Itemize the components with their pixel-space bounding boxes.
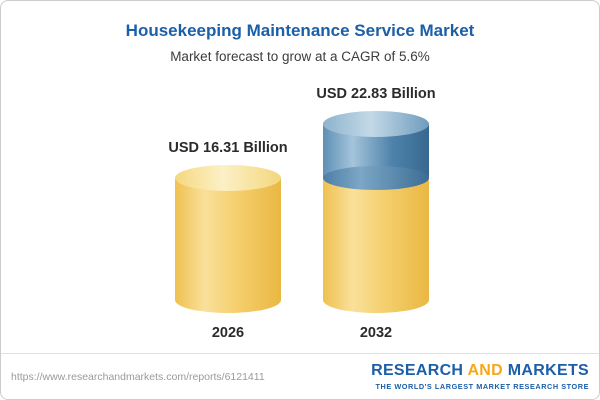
value-label-2032: USD 22.83 Billion xyxy=(316,86,436,102)
report-url: https://www.researchandmarkets.com/repor… xyxy=(11,370,265,383)
x-tick-2026: 2026 xyxy=(211,325,245,341)
logo-word-research: RESEARCH xyxy=(371,362,464,380)
cylinder-2032 xyxy=(323,111,429,313)
x-tick-2032: 2032 xyxy=(359,325,393,341)
logo-word-markets: MARKETS xyxy=(507,362,589,380)
bar-group-2032: USD 22.83 Billion 2032 xyxy=(301,86,451,341)
chart-subtitle: Market forecast to grow at a CAGR of 5.6… xyxy=(170,49,430,64)
cylinder-bar-chart: USD 16.31 Billion 2026 USD 22.83 Billion… xyxy=(1,79,599,341)
logo-wordmark: RESEARCH AND MARKETS xyxy=(371,362,589,380)
value-label-2026: USD 16.31 Billion xyxy=(168,140,288,156)
logo-word-and: AND xyxy=(467,362,504,380)
cylinder-2032-growth-segment xyxy=(323,111,429,190)
bar-group-2026: USD 16.31 Billion 2026 xyxy=(153,140,303,341)
cylinder-2026-body xyxy=(175,165,281,313)
cylinder-2026 xyxy=(175,165,281,313)
chart-title: Housekeeping Maintenance Service Market xyxy=(125,21,475,40)
cylinder-2032-base-segment xyxy=(323,178,429,313)
footer: https://www.researchandmarkets.com/repor… xyxy=(1,353,599,399)
logo-tagline: THE WORLD'S LARGEST MARKET RESEARCH STOR… xyxy=(375,381,589,391)
research-and-markets-logo: RESEARCH AND MARKETS THE WORLD'S LARGEST… xyxy=(371,362,589,391)
